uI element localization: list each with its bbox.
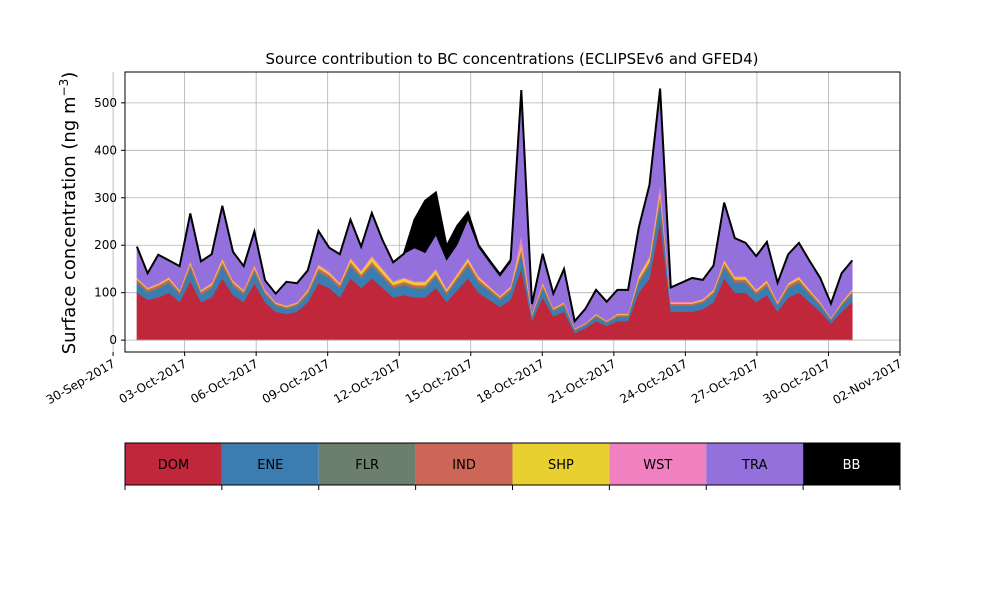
- x-tick-label: 03-Oct-2017: [117, 356, 189, 406]
- legend-swatch-tra: [706, 443, 804, 485]
- y-tick-label: 500: [94, 96, 117, 110]
- x-tick-label: 02-Nov-2017: [830, 356, 904, 407]
- x-tick-label: 18-Oct-2017: [474, 356, 546, 406]
- x-tick-label: 09-Oct-2017: [260, 356, 332, 406]
- x-tick-label: 27-Oct-2017: [689, 356, 761, 406]
- legend-swatch-dom: [125, 443, 222, 485]
- chart-title: Source contribution to BC concentrations…: [265, 50, 758, 68]
- legend-swatch-wst: [609, 443, 707, 485]
- legend-label-ind: IND: [452, 458, 476, 473]
- legend-swatch-flr: [318, 443, 416, 485]
- y-axis-label-main: Surface concentration (ng m: [59, 96, 80, 354]
- plot-area: 0 100 200 300 400 500 30-Sep-2017 03-Oct-2017 06…: [44, 71, 905, 407]
- legend-label-dom: DOM: [158, 458, 189, 473]
- stacked-areas: [135, 88, 854, 341]
- legend-swatch-ene: [221, 443, 319, 485]
- legend-swatch-bb: [803, 443, 900, 485]
- y-tick-label: 200: [94, 238, 117, 252]
- x-tick-label: 30-Oct-2017: [761, 356, 833, 406]
- y-axis-label: Surface concentration (ng m−3): [57, 72, 80, 355]
- legend-swatch-ind: [415, 443, 513, 485]
- x-tick-label: 06-Oct-2017: [188, 356, 260, 406]
- y-tick-label: 400: [94, 143, 117, 157]
- x-tick-label: 24-Oct-2017: [617, 356, 689, 406]
- legend: DOM ENE FLR IND SHP WST TRA BB: [124, 442, 901, 490]
- y-axis-label-close: ): [59, 72, 80, 79]
- legend-label-wst: WST: [643, 458, 672, 473]
- legend-label-bb: BB: [843, 458, 861, 473]
- x-tick-label: 15-Oct-2017: [403, 356, 475, 406]
- y-axis-label-superscript: −3: [57, 79, 71, 97]
- legend-label-flr: FLR: [355, 458, 379, 473]
- total-line: [135, 88, 854, 324]
- legend-label-tra: TRA: [741, 458, 767, 473]
- x-tick-label: 12-Oct-2017: [331, 356, 403, 406]
- x-tick-label: 30-Sep-2017: [44, 356, 118, 407]
- legend-label-ene: ENE: [257, 458, 283, 473]
- axes-frame: [124, 71, 901, 353]
- legend-label-shp: SHP: [548, 458, 574, 473]
- y-tick-label: 100: [94, 286, 117, 300]
- y-tick-label: 300: [94, 191, 117, 205]
- x-tick-label: 21-Oct-2017: [546, 356, 618, 406]
- legend-swatch-shp: [512, 443, 610, 485]
- y-tick-label: 0: [109, 333, 117, 347]
